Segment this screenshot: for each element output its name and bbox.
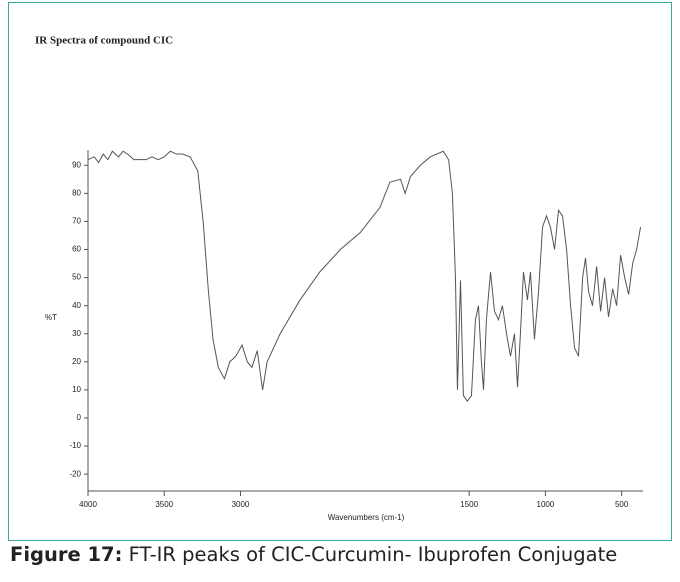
x-tick-label: 4000 bbox=[79, 500, 97, 509]
caption-text: FT-IR peaks of CIC-Curcumin- Ibuprofen C… bbox=[122, 543, 618, 566]
y-tick-label: 50 bbox=[72, 273, 81, 282]
x-tick-label: 500 bbox=[615, 500, 629, 509]
caption-label: Figure 17: bbox=[10, 543, 123, 566]
y-tick-label: 10 bbox=[72, 385, 81, 394]
y-tick-label: 0 bbox=[77, 413, 82, 422]
y-axis-label: %T bbox=[45, 313, 57, 322]
x-tick-label: 3000 bbox=[232, 500, 250, 509]
spectrum-line bbox=[87, 150, 642, 402]
y-tick-label: -10 bbox=[69, 441, 81, 450]
y-tick-label: 70 bbox=[72, 217, 81, 226]
x-tick-label: 3500 bbox=[155, 500, 173, 509]
y-tick-label: 60 bbox=[72, 245, 81, 254]
figure-border bbox=[8, 2, 672, 541]
y-tick-label: 90 bbox=[72, 160, 81, 169]
chart-title: IR Spectra of compound CIC bbox=[35, 35, 173, 47]
x-axis-label: Wavenumbers (cm-1) bbox=[328, 513, 405, 522]
y-tick-label: 30 bbox=[72, 329, 81, 338]
x-tick-label: 1000 bbox=[537, 500, 555, 509]
y-tick-label: -20 bbox=[69, 469, 81, 478]
y-tick-label: 20 bbox=[72, 357, 81, 366]
y-tick-label: 40 bbox=[72, 301, 81, 310]
caption: Figure 17: FT-IR peaks of CIC-Curcumin- … bbox=[10, 543, 617, 566]
y-tick-label: 80 bbox=[72, 188, 81, 197]
x-tick-label: 1500 bbox=[460, 500, 478, 509]
